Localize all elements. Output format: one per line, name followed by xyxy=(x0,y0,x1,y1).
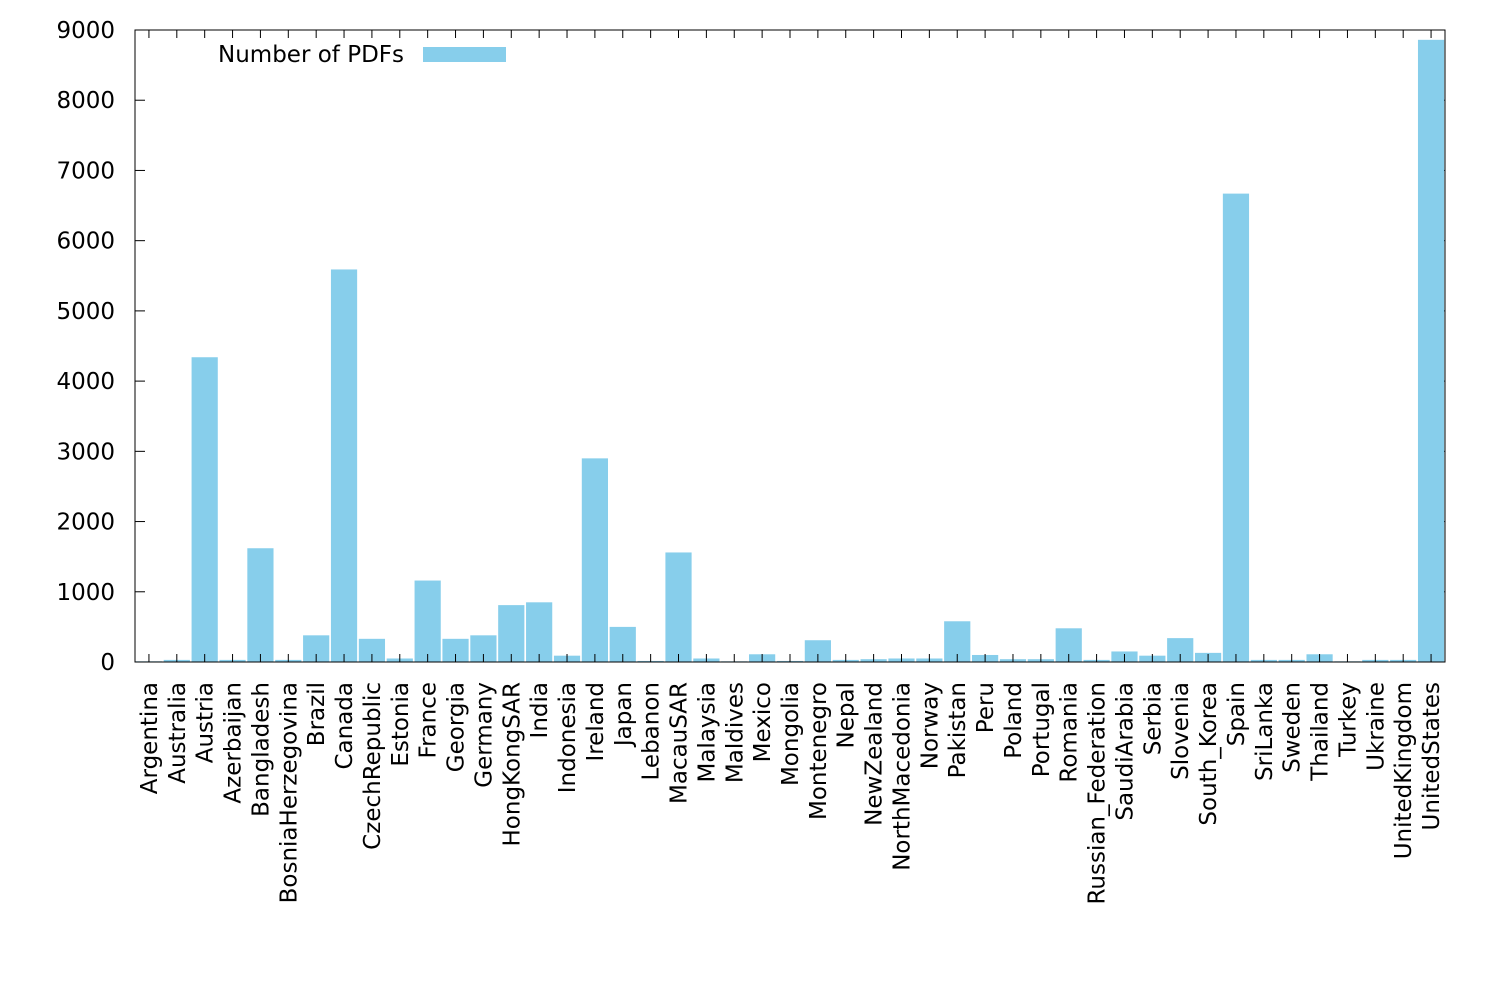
x-tick-label-sweden: Sweden xyxy=(1280,682,1306,773)
x-tick-label-czechrepublic: CzechRepublic xyxy=(360,682,386,850)
x-tick-label-georgia: Georgia xyxy=(444,682,470,772)
x-tick-label-turkey: Turkey xyxy=(1335,682,1361,758)
x-tick-label-russian-federation: Russian_Federation xyxy=(1085,682,1111,905)
bar-canada xyxy=(330,269,358,662)
legend-label-number-of-pdfs: Number of PDFs xyxy=(218,42,404,68)
x-tick-label-azerbaijan: Azerbaijan xyxy=(221,682,247,804)
x-tick-label-germany: Germany xyxy=(471,682,497,788)
x-tick-label-unitedkingdom: UnitedKingdom xyxy=(1391,682,1417,859)
x-tick-label-canada: Canada xyxy=(332,682,358,770)
y-tick-label: 9000 xyxy=(56,18,115,44)
x-tick-label-lebanon: Lebanon xyxy=(639,682,665,780)
x-tick-label-montenegro: Montenegro xyxy=(806,682,832,820)
x-tick-label-poland: Poland xyxy=(1001,682,1027,759)
bar-czechrepublic xyxy=(358,638,386,662)
x-tick-label-bosniaherzegovina: BosniaHerzegovina xyxy=(276,682,302,903)
x-tick-label-australia: Australia xyxy=(165,682,191,784)
bar-unitedstates xyxy=(1417,39,1445,662)
x-tick-label-india: India xyxy=(527,682,553,738)
legend-swatch xyxy=(423,47,506,62)
x-tick-label-macausar: MacauSAR xyxy=(667,682,693,804)
x-tick-label-northmacedonia: NorthMacedonia xyxy=(889,682,915,871)
legend: Number of PDFs xyxy=(218,42,506,68)
x-tick-label-maldives: Maldives xyxy=(722,682,748,783)
bar-india xyxy=(526,602,553,662)
plot-frame xyxy=(134,29,1446,663)
x-tick-label-saudiarabia: SaudiArabia xyxy=(1112,682,1138,821)
x-tick-label-norway: Norway xyxy=(917,682,943,769)
x-tick-label-mexico: Mexico xyxy=(750,682,776,762)
x-tick-label-srilanka: SriLanka xyxy=(1252,682,1278,781)
bars xyxy=(135,39,1445,662)
x-tick-label-serbia: Serbia xyxy=(1140,682,1166,755)
y-tick-label: 2000 xyxy=(56,510,115,536)
x-tick-label-spain: Spain xyxy=(1224,682,1250,746)
x-tick-label-romania: Romania xyxy=(1057,682,1083,783)
y-tick-label: 1000 xyxy=(56,580,115,606)
x-tick-label-thailand: Thailand xyxy=(1308,682,1334,782)
y-tick-label: 4000 xyxy=(56,369,115,395)
y-tick-label: 0 xyxy=(100,650,115,676)
x-tick-label-argentina: Argentina xyxy=(137,682,163,794)
bar-austria xyxy=(191,357,218,662)
x-tick-label-bangladesh: Bangladesh xyxy=(248,682,274,817)
bar-montenegro xyxy=(804,640,831,662)
bar-france xyxy=(414,580,441,662)
y-tick-label: 8000 xyxy=(56,88,115,114)
x-tick-label-newzealand: NewZealand xyxy=(862,682,888,826)
bar-spain xyxy=(1222,193,1250,662)
x-axis: Argentina Australia Austria Azerbaijan Bangl… xyxy=(137,30,1445,905)
x-tick-label-austria: Austria xyxy=(193,682,219,763)
x-tick-label-peru: Peru xyxy=(973,682,999,733)
x-tick-label-unitedstates: UnitedStates xyxy=(1419,682,1445,830)
bar-macausar xyxy=(665,552,692,662)
bar-hongkongsar xyxy=(498,605,525,662)
y-tick-label: 6000 xyxy=(56,229,115,255)
x-tick-label-pakistan: Pakistan xyxy=(945,682,971,778)
x-tick-label-mongolia: Mongolia xyxy=(778,682,804,786)
y-tick-label: 5000 xyxy=(56,299,115,325)
bar-georgia xyxy=(442,638,469,662)
y-tick-label: 7000 xyxy=(56,158,115,184)
x-tick-label-indonesia: Indonesia xyxy=(555,682,581,793)
x-tick-label-france: France xyxy=(416,682,442,758)
x-tick-label-malaysia: Malaysia xyxy=(694,682,720,783)
x-tick-label-brazil: Brazil xyxy=(304,682,330,746)
x-tick-label-ukraine: Ukraine xyxy=(1363,682,1389,771)
bar-ireland xyxy=(581,458,608,662)
x-tick-label-south-korea: South_Korea xyxy=(1196,682,1222,826)
y-tick-label: 3000 xyxy=(56,439,115,465)
x-tick-label-slovenia: Slovenia xyxy=(1168,682,1194,780)
bar-slovenia xyxy=(1167,638,1194,662)
x-tick-label-hongkongsar: HongKongSAR xyxy=(499,682,525,846)
x-tick-label-japan: Japan xyxy=(611,682,637,748)
x-tick-label-estonia: Estonia xyxy=(388,682,414,767)
x-tick-label-portugal: Portugal xyxy=(1029,682,1055,777)
x-tick-label-ireland: Ireland xyxy=(583,682,609,762)
bar-bangladesh xyxy=(247,548,274,662)
y-axis: 0 1000 2000 3000 4000 5000 6000 7000 8000 9000 xyxy=(56,18,1445,676)
x-tick-label-nepal: Nepal xyxy=(834,682,860,748)
